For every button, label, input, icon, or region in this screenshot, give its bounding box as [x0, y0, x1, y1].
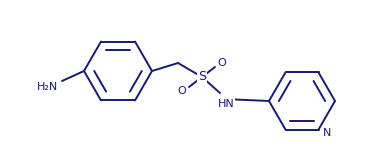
Text: N: N	[323, 128, 332, 138]
Text: S: S	[198, 71, 206, 84]
Text: O: O	[218, 58, 227, 68]
Text: HN: HN	[218, 99, 234, 109]
Text: H₂N: H₂N	[37, 82, 59, 92]
Text: O: O	[178, 86, 186, 96]
